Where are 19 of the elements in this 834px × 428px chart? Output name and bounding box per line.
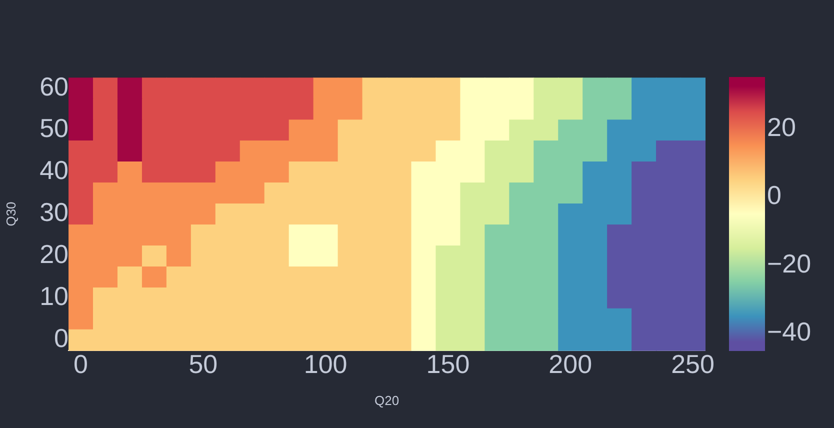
x-tick-label: 100 bbox=[304, 349, 348, 380]
y-tick-label: 60 bbox=[40, 71, 69, 102]
x-axis-title: Q20 bbox=[374, 392, 400, 408]
y-tick-label: 40 bbox=[40, 155, 69, 186]
x-tick-label: 200 bbox=[548, 349, 592, 380]
color-bar-label: 20 bbox=[767, 112, 796, 142]
color-bar-label: −40 bbox=[767, 316, 812, 347]
x-tick-label: 50 bbox=[188, 349, 218, 380]
y-tick-label: 10 bbox=[40, 281, 69, 312]
y-tick-label: 30 bbox=[40, 197, 69, 228]
y-tick-label: 20 bbox=[40, 239, 69, 270]
y-axis-title: Q30 bbox=[3, 202, 18, 226]
x-tick-label: 150 bbox=[426, 349, 470, 380]
x-tick-label: 0 bbox=[74, 349, 88, 380]
x-tick-label: 250 bbox=[671, 349, 714, 380]
y-tick-label: 50 bbox=[40, 113, 69, 144]
color-bar-label: 0 bbox=[767, 180, 782, 210]
y-tick-label: 0 bbox=[54, 323, 69, 354]
color-bar-label: −20 bbox=[767, 248, 812, 278]
